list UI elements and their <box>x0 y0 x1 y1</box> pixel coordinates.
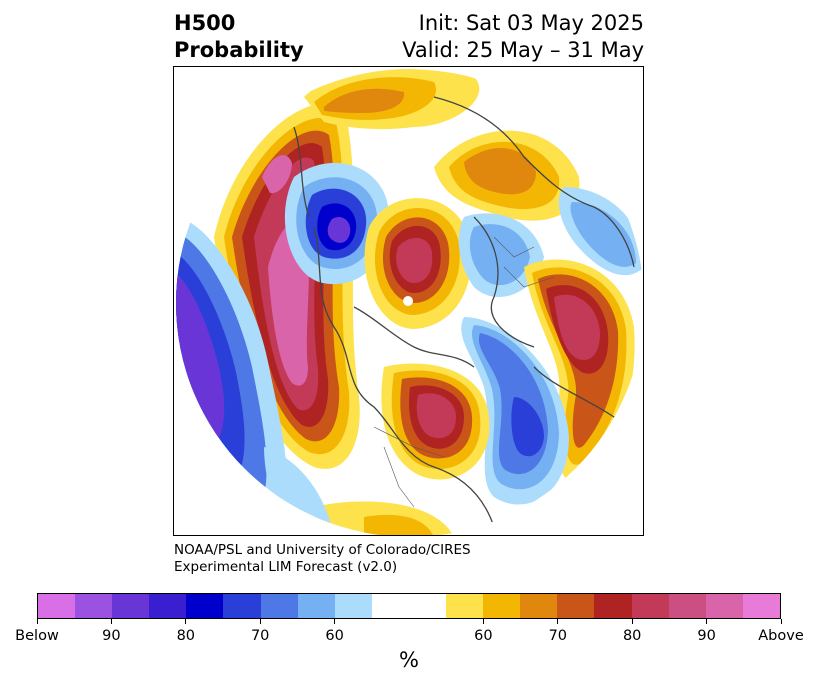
colorbar-tick-label: 70 <box>250 628 270 644</box>
credit: NOAA/PSL and University of Colorado/CIRE… <box>174 542 471 576</box>
colorbar-swatch <box>594 594 632 618</box>
colorbar-swatch <box>334 594 372 618</box>
colorbar-swatch <box>112 594 150 618</box>
negative-anomaly-greenland <box>284 162 389 285</box>
negative-anomaly-europe <box>458 187 643 297</box>
colorbar-swatch <box>408 594 447 618</box>
colorbar-tick-mark <box>334 619 336 624</box>
colorbar-swatch <box>371 594 409 618</box>
colorbar-tick-mark <box>557 619 559 624</box>
colorbar-swatch <box>557 594 595 618</box>
probability-map <box>176 69 643 535</box>
colorbar-tick-mark <box>780 619 782 624</box>
colorbar-tick-mark <box>110 619 112 624</box>
forecast-dates: Init: Sat 03 May 2025 Valid: 25 May – 31… <box>402 10 644 64</box>
title: H500 Probability <box>174 10 304 64</box>
colorbar-swatch <box>223 594 261 618</box>
colorbar-tick-mark <box>185 619 187 624</box>
positive-anomaly-arctic <box>364 198 472 329</box>
positive-anomaly-north <box>304 69 480 130</box>
valid-range: Valid: 25 May – 31 May <box>402 38 644 62</box>
negative-anomaly-pacific-east <box>461 317 569 505</box>
colorbar-tick-mark <box>259 619 261 624</box>
colorbar-tick-label: 90 <box>102 628 121 644</box>
colorbar-tick-label: 60 <box>325 628 344 644</box>
title-line-2: Probability <box>174 38 304 62</box>
positive-anomaly-asia <box>524 259 635 482</box>
colorbar-tick-mark <box>631 619 633 624</box>
colorbar-tick-mark <box>36 619 38 624</box>
colorbar-swatch <box>260 594 298 618</box>
colorbar-swatch <box>297 594 335 618</box>
colorbar-swatch <box>149 594 187 618</box>
colorbar <box>37 593 781 619</box>
colorbar-tick-label: Above <box>758 628 804 644</box>
colorbar-swatch <box>75 594 113 618</box>
colorbar-tick-label: 70 <box>548 628 568 644</box>
colorbar-swatch <box>186 594 224 618</box>
colorbar-tick-label: 60 <box>474 628 493 644</box>
credit-line-1: NOAA/PSL and University of Colorado/CIRE… <box>174 542 471 558</box>
colorbar-tick-mark <box>482 619 484 624</box>
colorbar-tick-mark <box>706 619 708 624</box>
colorbar-swatch <box>705 594 743 618</box>
title-line-1: H500 <box>174 11 236 35</box>
colorbar-swatch <box>446 594 484 618</box>
colorbar-tick-label: 80 <box>176 628 196 644</box>
colorbar-swatch <box>38 594 76 618</box>
colorbar-tick-label: 90 <box>697 628 716 644</box>
colorbar-swatch <box>742 594 780 618</box>
colorbar-tick-label: Below <box>15 628 59 644</box>
init-date: Init: Sat 03 May 2025 <box>418 11 644 35</box>
credit-line-2: Experimental LIM Forecast (v2.0) <box>174 559 398 575</box>
colorbar-unit: % <box>399 648 419 672</box>
colorbar-swatch <box>668 594 706 618</box>
colorbar-swatch <box>520 594 558 618</box>
colorbar-tick-label: 80 <box>622 628 642 644</box>
positive-anomaly-siberia <box>434 130 580 221</box>
colorbar-swatch <box>631 594 669 618</box>
colorbar-swatch <box>483 594 521 618</box>
map-panel <box>173 66 644 536</box>
